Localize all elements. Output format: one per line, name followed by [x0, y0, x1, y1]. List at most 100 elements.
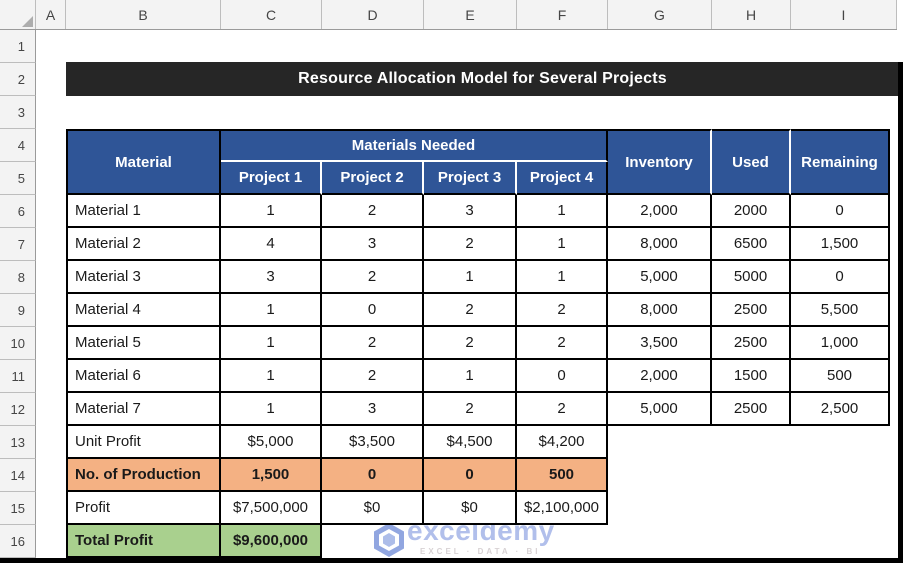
cell-material-3-project-3[interactable]: 1	[424, 261, 517, 294]
column-header-F[interactable]: F	[517, 0, 608, 29]
cell-material-7-project-2[interactable]: 3	[322, 393, 424, 426]
cell-material-3-name[interactable]: Material 3	[66, 261, 221, 294]
cell-material-3-project-4[interactable]: 1	[517, 261, 608, 294]
cell-material-6-remaining[interactable]: 500	[791, 360, 890, 393]
cell-material-2-remaining[interactable]: 1,500	[791, 228, 890, 261]
label-no-of-production[interactable]: No. of Production	[66, 459, 221, 492]
cell-unit-profit-project-1[interactable]: $5,000	[221, 426, 322, 459]
cell-production-project-2[interactable]: 0	[322, 459, 424, 492]
cell-material-2-project-2[interactable]: 3	[322, 228, 424, 261]
cell-material-5-inventory[interactable]: 3,500	[608, 327, 712, 360]
column-header-B[interactable]: B	[66, 0, 221, 29]
cell-material-1-project-2[interactable]: 2	[322, 195, 424, 228]
label-profit[interactable]: Profit	[66, 492, 221, 525]
row-header-2[interactable]: 2	[0, 63, 36, 96]
cell-material-4-project-4[interactable]: 2	[517, 294, 608, 327]
row-header-13[interactable]: 13	[0, 426, 36, 459]
cell-material-1-project-1[interactable]: 1	[221, 195, 322, 228]
cell-material-2-project-4[interactable]: 1	[517, 228, 608, 261]
header-project-2[interactable]: Project 2	[322, 162, 424, 195]
cell-material-1-project-4[interactable]: 1	[517, 195, 608, 228]
row-header-9[interactable]: 9	[0, 294, 36, 327]
cell-material-1-name[interactable]: Material 1	[66, 195, 221, 228]
label-unit-profit[interactable]: Unit Profit	[66, 426, 221, 459]
cell-material-6-project-4[interactable]: 0	[517, 360, 608, 393]
cell-material-1-remaining[interactable]: 0	[791, 195, 890, 228]
column-header-D[interactable]: D	[322, 0, 424, 29]
cell-material-6-project-2[interactable]: 2	[322, 360, 424, 393]
cell-profit-project-3[interactable]: $0	[424, 492, 517, 525]
row-header-6[interactable]: 6	[0, 195, 36, 228]
cell-material-1-inventory[interactable]: 2,000	[608, 195, 712, 228]
cell-material-6-used[interactable]: 1500	[712, 360, 791, 393]
cell-production-project-3[interactable]: 0	[424, 459, 517, 492]
header-materials-needed[interactable]: Materials Needed	[221, 129, 608, 162]
cell-material-6-project-3[interactable]: 1	[424, 360, 517, 393]
cell-material-7-used[interactable]: 2500	[712, 393, 791, 426]
row-header-12[interactable]: 12	[0, 393, 36, 426]
cell-material-7-inventory[interactable]: 5,000	[608, 393, 712, 426]
column-header-C[interactable]: C	[221, 0, 322, 29]
row-header-10[interactable]: 10	[0, 327, 36, 360]
select-all-corner[interactable]	[0, 0, 36, 29]
column-header-A[interactable]: A	[36, 0, 66, 29]
cell-profit-project-4[interactable]: $2,100,000	[517, 492, 608, 525]
row-header-5[interactable]: 5	[0, 162, 36, 195]
header-project-4[interactable]: Project 4	[517, 162, 608, 195]
row-header-7[interactable]: 7	[0, 228, 36, 261]
row-header-4[interactable]: 4	[0, 129, 36, 162]
cell-material-5-remaining[interactable]: 1,000	[791, 327, 890, 360]
header-inventory[interactable]: Inventory	[608, 129, 712, 195]
cell-total-profit-value[interactable]: $9,600,000	[221, 525, 322, 558]
row-header-15[interactable]: 15	[0, 492, 36, 525]
column-header-G[interactable]: G	[608, 0, 712, 29]
header-project-1[interactable]: Project 1	[221, 162, 322, 195]
cell-material-3-project-1[interactable]: 3	[221, 261, 322, 294]
cell-material-4-project-2[interactable]: 0	[322, 294, 424, 327]
cell-material-7-remaining[interactable]: 2,500	[791, 393, 890, 426]
label-total-profit[interactable]: Total Profit	[66, 525, 221, 558]
cell-material-2-used[interactable]: 6500	[712, 228, 791, 261]
cell-material-6-name[interactable]: Material 6	[66, 360, 221, 393]
cell-material-6-inventory[interactable]: 2,000	[608, 360, 712, 393]
row-header-8[interactable]: 8	[0, 261, 36, 294]
cell-material-7-name[interactable]: Material 7	[66, 393, 221, 426]
cell-material-1-project-3[interactable]: 3	[424, 195, 517, 228]
cell-material-4-project-1[interactable]: 1	[221, 294, 322, 327]
header-material[interactable]: Material	[66, 129, 221, 195]
cell-material-6-project-1[interactable]: 1	[221, 360, 322, 393]
cell-profit-project-1[interactable]: $7,500,000	[221, 492, 322, 525]
row-header-1[interactable]: 1	[0, 30, 36, 63]
cell-material-4-used[interactable]: 2500	[712, 294, 791, 327]
cell-material-2-name[interactable]: Material 2	[66, 228, 221, 261]
title-banner[interactable]: Resource Allocation Model for Several Pr…	[66, 62, 899, 96]
cell-material-5-project-1[interactable]: 1	[221, 327, 322, 360]
cell-material-3-inventory[interactable]: 5,000	[608, 261, 712, 294]
cell-material-2-project-3[interactable]: 2	[424, 228, 517, 261]
cell-material-7-project-4[interactable]: 2	[517, 393, 608, 426]
cell-material-5-project-2[interactable]: 2	[322, 327, 424, 360]
column-header-H[interactable]: H	[712, 0, 791, 29]
cell-production-project-4[interactable]: 500	[517, 459, 608, 492]
cell-material-2-inventory[interactable]: 8,000	[608, 228, 712, 261]
header-used[interactable]: Used	[712, 129, 791, 195]
cell-material-3-used[interactable]: 5000	[712, 261, 791, 294]
cell-material-4-name[interactable]: Material 4	[66, 294, 221, 327]
column-header-I[interactable]: I	[791, 0, 897, 29]
cell-production-project-1[interactable]: 1,500	[221, 459, 322, 492]
cell-material-5-project-4[interactable]: 2	[517, 327, 608, 360]
cell-material-7-project-1[interactable]: 1	[221, 393, 322, 426]
cell-material-7-project-3[interactable]: 2	[424, 393, 517, 426]
cell-material-4-project-3[interactable]: 2	[424, 294, 517, 327]
cell-material-5-used[interactable]: 2500	[712, 327, 791, 360]
cell-material-5-project-3[interactable]: 2	[424, 327, 517, 360]
column-header-E[interactable]: E	[424, 0, 517, 29]
header-project-3[interactable]: Project 3	[424, 162, 517, 195]
cell-material-4-remaining[interactable]: 5,500	[791, 294, 890, 327]
cell-material-1-used[interactable]: 2000	[712, 195, 791, 228]
cell-material-4-inventory[interactable]: 8,000	[608, 294, 712, 327]
row-header-3[interactable]: 3	[0, 96, 36, 129]
cell-material-3-project-2[interactable]: 2	[322, 261, 424, 294]
cell-unit-profit-project-4[interactable]: $4,200	[517, 426, 608, 459]
row-header-16[interactable]: 16	[0, 525, 36, 558]
